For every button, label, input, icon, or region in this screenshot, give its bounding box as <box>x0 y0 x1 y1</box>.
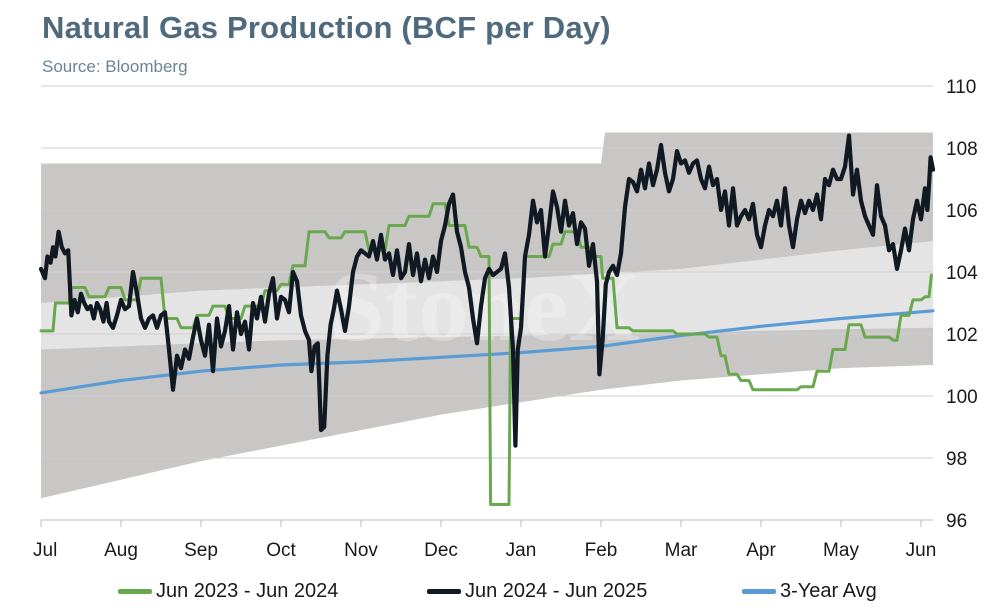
chart-title: Natural Gas Production (BCF per Day) <box>42 10 611 45</box>
x-tick-label: Aug <box>104 540 138 561</box>
x-tick-label: Oct <box>266 540 296 561</box>
chart-area: StoneX 96 98 100 102 104 106 108 110 Jul Aug Sep O… <box>33 77 978 561</box>
series-line-jun2024 <box>38 133 936 448</box>
series-lines <box>38 133 936 506</box>
y-tick-label: 106 <box>946 201 978 222</box>
y-tick-label: 110 <box>946 77 976 98</box>
y-tick-label: 96 <box>946 511 967 532</box>
y-axis-ticks: 96 98 100 102 104 106 108 110 <box>946 77 978 532</box>
y-tick-label: 100 <box>946 387 978 408</box>
legend-swatch-black <box>427 589 461 594</box>
x-tick-label: Jun <box>906 540 937 561</box>
series-line-3yr-avg <box>39 309 935 395</box>
legend-item-jun2024: Jun 2024 - Jun 2025 <box>427 580 647 603</box>
legend-label: Jun 2023 - Jun 2024 <box>156 580 339 602</box>
y-tick-label: 104 <box>946 263 978 284</box>
y-tick-label: 102 <box>946 325 978 346</box>
x-axis-ticks: Jul Aug Sep Oct Nov Dec Jan Feb Mar Apr May Jun <box>33 520 936 561</box>
legend-label: Jun 2024 - Jun 2025 <box>465 580 648 602</box>
x-tick-label: Dec <box>424 540 458 561</box>
watermark-text: StoneX <box>329 251 640 362</box>
legend-swatch-green <box>118 589 152 594</box>
x-tick-label: Jan <box>506 540 537 561</box>
x-tick-label: Sep <box>184 540 218 561</box>
legend-label: 3-Year Avg <box>780 580 877 602</box>
y-tick-label: 98 <box>946 449 967 470</box>
legend: Jun 2023 - Jun 2024 Jun 2024 - Jun 2025 … <box>0 580 994 610</box>
x-tick-label: May <box>823 540 859 561</box>
x-tick-label: Nov <box>344 540 378 561</box>
x-tick-label: Feb <box>585 540 618 561</box>
chart-subtitle: Source: Bloomberg <box>42 57 188 76</box>
legend-item-3yr-avg: 3-Year Avg <box>742 580 877 603</box>
y-tick-label: 108 <box>946 139 978 160</box>
legend-item-jun2023: Jun 2023 - Jun 2024 <box>118 580 338 603</box>
x-tick-label: Jul <box>33 540 57 561</box>
legend-swatch-blue <box>742 589 776 594</box>
x-tick-label: Apr <box>746 540 776 561</box>
x-tick-label: Mar <box>665 540 698 561</box>
